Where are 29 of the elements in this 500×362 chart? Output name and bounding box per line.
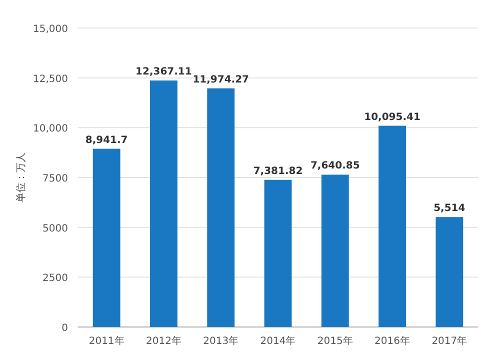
x-tick-label: 2012年 [146, 335, 182, 347]
y-tick-label: 2500 [42, 273, 68, 284]
data-label: 12,367.11 [136, 66, 192, 78]
data-label: 7,381.82 [253, 166, 303, 177]
x-tick-label: 2015年 [317, 335, 353, 347]
x-tick-label: 2013年 [203, 335, 239, 347]
y-tick-label: 7500 [42, 174, 68, 184]
bar [264, 180, 292, 327]
y-tick-label: 10,000 [33, 124, 68, 135]
y-tick-label: 5000 [42, 223, 68, 234]
data-label: 11,974.27 [192, 74, 250, 86]
x-tick-label: 2017年 [432, 335, 468, 347]
bar [207, 88, 235, 327]
data-label: 10,095.41 [364, 112, 420, 123]
bar [150, 80, 178, 327]
y-axis-title: 单位：万人 [15, 152, 27, 202]
data-label: 5,514 [434, 203, 466, 214]
x-tick-label: 2016年 [374, 335, 410, 347]
bar [92, 148, 120, 327]
bar [436, 217, 464, 327]
y-tick-label: 15,000 [33, 24, 68, 35]
x-tick-label: 2011年 [88, 335, 124, 347]
y-tick-label: 12,500 [33, 74, 68, 85]
data-label: 8,941.7 [85, 134, 128, 146]
x-tick-label: 2014年 [260, 335, 296, 347]
data-label: 7,640.85 [310, 160, 360, 172]
bar [321, 174, 349, 327]
bar [378, 126, 406, 327]
y-tick-label: 0 [62, 323, 68, 334]
